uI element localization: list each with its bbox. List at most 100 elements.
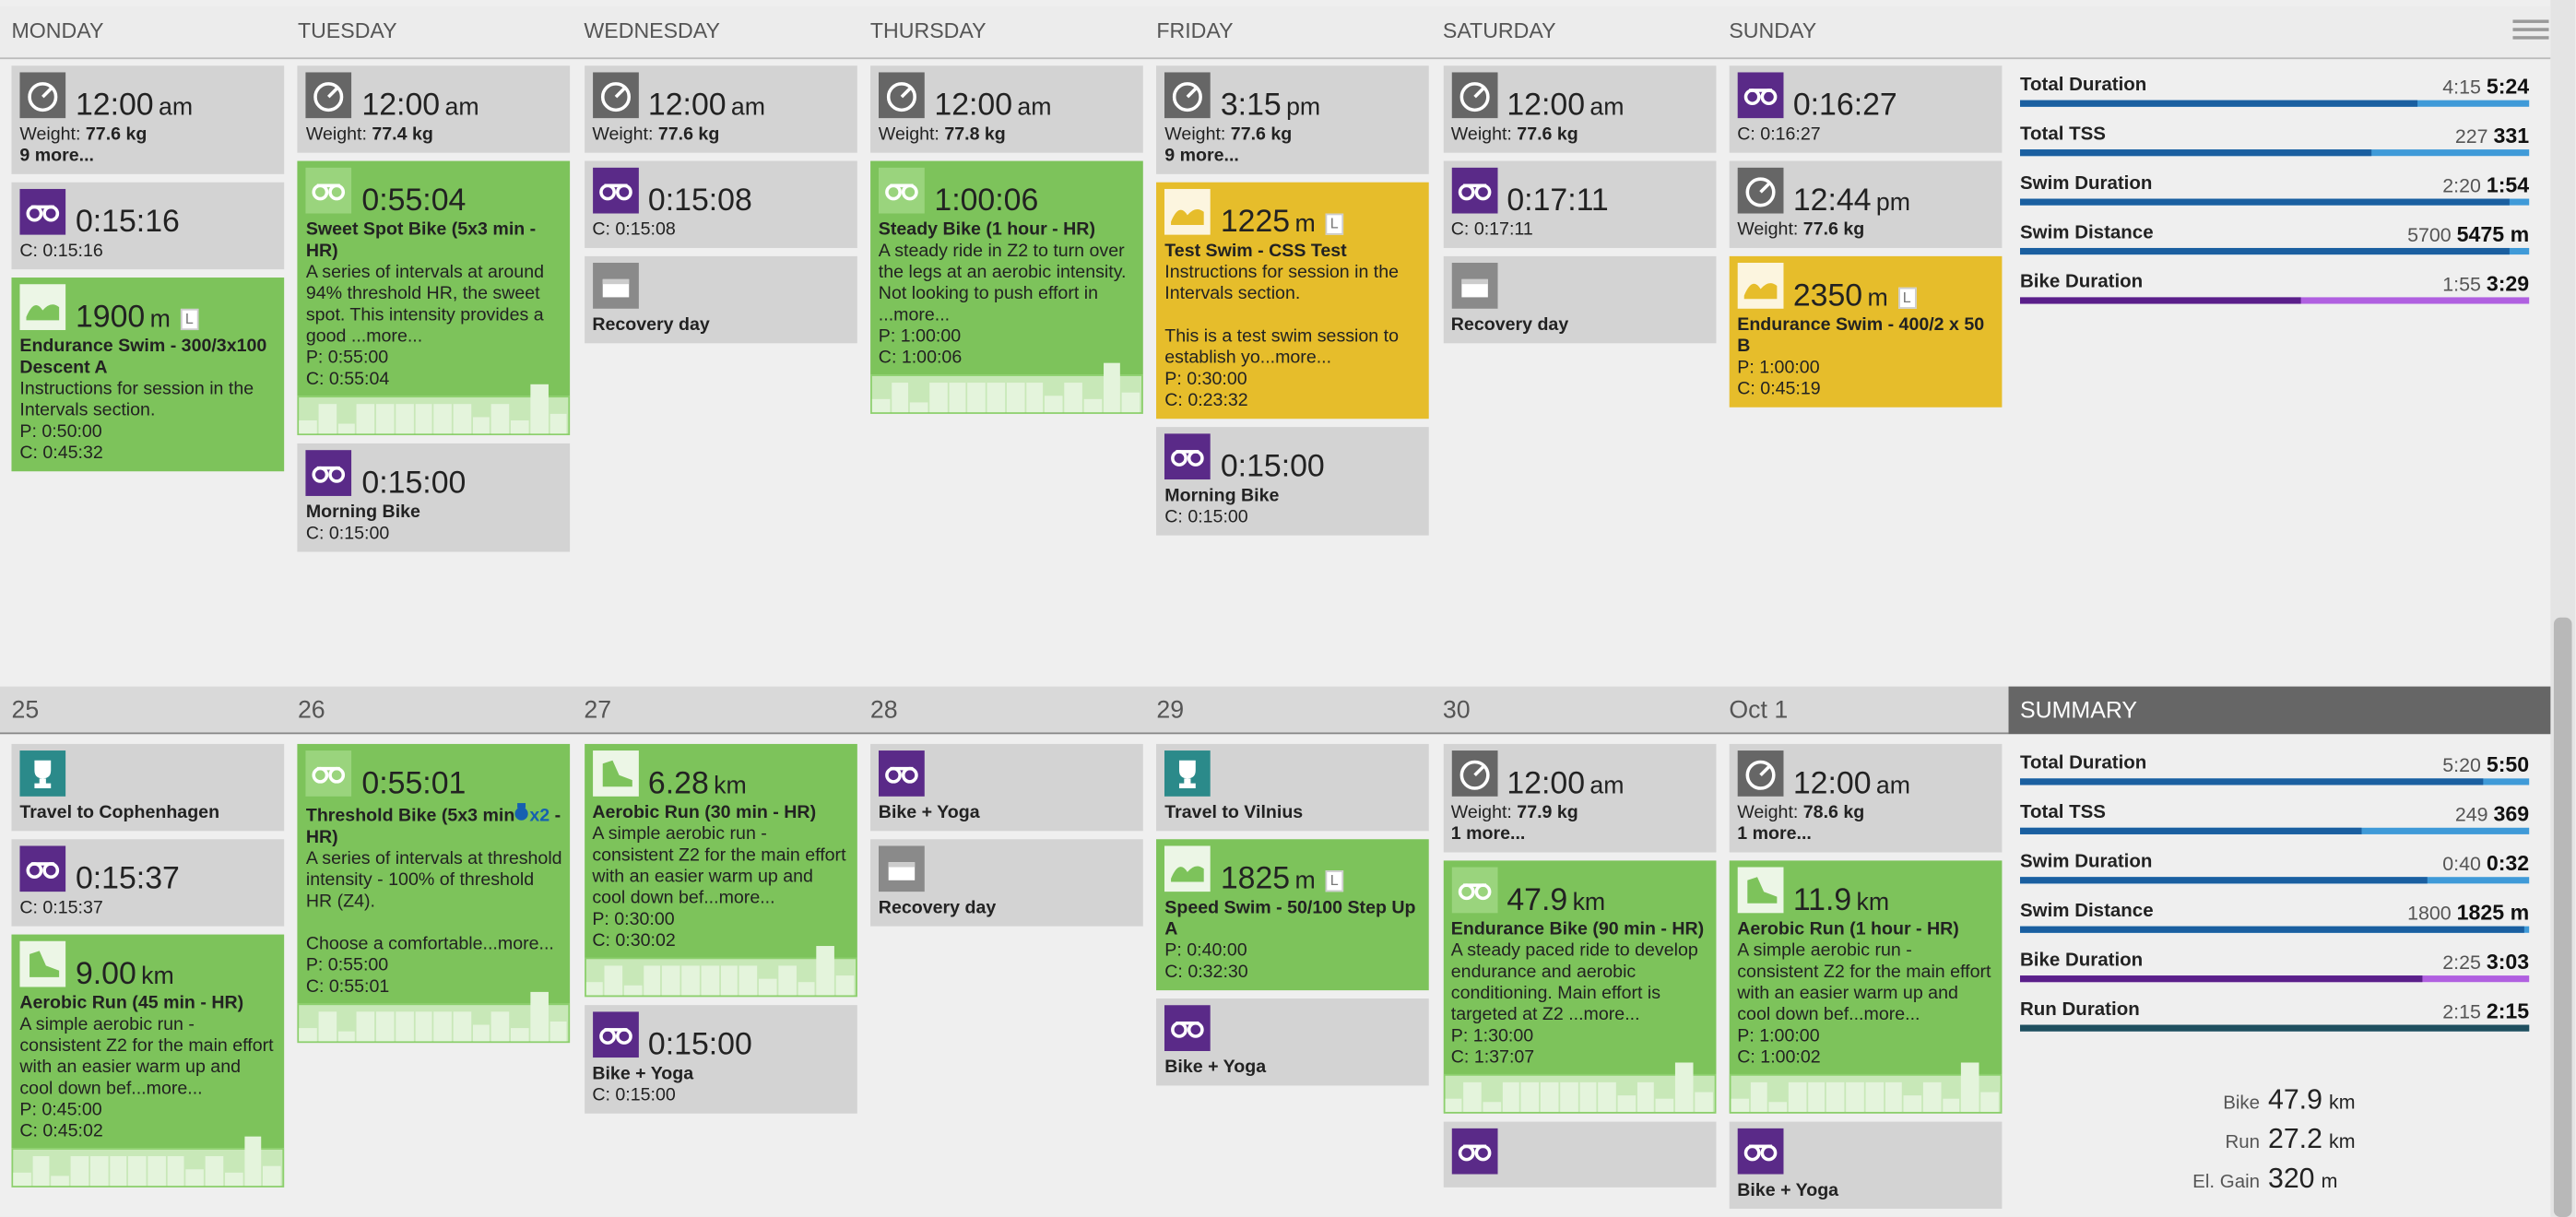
day-column: 12:00 am Weight: 77.6 kg 0:17:11 C: 0:17:11 R…	[1442, 65, 1716, 351]
card-top	[878, 750, 1135, 803]
chart-bar	[1695, 1092, 1713, 1112]
more-link[interactable]: 9 more...	[1164, 146, 1239, 166]
workout-card[interactable]: 12:00 am Weight: 77.8 kg	[869, 65, 1143, 153]
workout-card[interactable]: 2350 m L Endurance Swim - 400/2 x 50 B P: 1:…	[1729, 255, 2003, 408]
more-link[interactable]: 9 more...	[19, 146, 94, 166]
summary-values: 1:55 3:29	[2442, 271, 2529, 296]
workout-card[interactable]: Recovery day	[1442, 255, 1716, 344]
card-title: Aerobic Run (1 hour - HR)	[1737, 920, 1993, 941]
chart-bar	[396, 404, 414, 434]
workout-card[interactable]: 0:55:04 Sweet Spot Bike (5x3 min - HR) A s…	[297, 160, 571, 436]
chart-bar	[186, 1169, 205, 1187]
workout-chart	[11, 1136, 285, 1187]
chart-bar	[530, 384, 549, 434]
planned-value: 4:15	[2442, 75, 2481, 99]
workout-card[interactable]	[1442, 1121, 1716, 1187]
card-top	[1164, 750, 1421, 803]
bike-icon	[1737, 72, 1784, 119]
workout-card[interactable]: Recovery day	[584, 255, 857, 344]
workout-card[interactable]: 0:16:27 C: 0:16:27	[1729, 65, 2003, 153]
workout-card[interactable]: 1:00:06 Steady Bike (1 hour - HR) A steady…	[869, 160, 1143, 414]
bike-icon	[878, 167, 925, 214]
title-text: Endurance Swim - 400/2 x 50 B	[1737, 315, 1985, 357]
workout-card[interactable]: Bike + Yoga	[1156, 998, 1430, 1086]
card-line: P: 1:00:00	[878, 326, 962, 347]
chart-bar	[1846, 1081, 1864, 1112]
workout-card[interactable]: 11.9 km Aerobic Run (1 hour - HR) A simple …	[1729, 860, 2003, 1114]
actual-value: 2:15	[2486, 998, 2530, 1023]
card-line: C: 0:55:01	[305, 976, 390, 998]
card-line: P: 1:00:00	[1737, 358, 1820, 378]
workout-card[interactable]: Recovery day	[869, 839, 1143, 927]
chart-bar	[1103, 362, 1121, 413]
title-text: Recovery day	[592, 315, 710, 336]
card-top: 12:00 am	[19, 72, 276, 124]
workout-card[interactable]: 12:00 am Weight: 78.6 kg 1 more...	[1729, 743, 2003, 853]
menu-icon[interactable]	[2512, 19, 2549, 40]
day-column: 12:00 am Weight: 77.9 kg 1 more... 47.9 km End…	[1442, 743, 1716, 1196]
chart-bar	[299, 1028, 317, 1042]
workout-card[interactable]: 0:15:16 C: 0:15:16	[11, 182, 285, 270]
workout-card[interactable]: 12:00 am Weight: 77.6 kg 9 more...	[11, 65, 285, 174]
chart-bar	[243, 1136, 262, 1187]
workout-card[interactable]: Bike + Yoga	[869, 743, 1143, 832]
chart-bar	[968, 383, 987, 413]
workout-card[interactable]: 12:00 am Weight: 77.6 kg	[584, 65, 857, 153]
workout-card[interactable]: 0:55:01 Threshold Bike (5x3 min x2 - HR) A …	[297, 743, 571, 1044]
workout-card[interactable]: 0:15:08 C: 0:15:08	[584, 160, 857, 248]
progress-track	[2019, 297, 2530, 304]
summary-label: Total Duration	[2019, 75, 2147, 96]
planned-value: 1800	[2407, 901, 2452, 925]
week-header-band	[0, 686, 2009, 735]
workout-card[interactable]: 0:15:00 Bike + Yoga C: 0:15:00	[584, 1005, 857, 1114]
summary-values: 227 331	[2455, 124, 2529, 148]
scroll-thumb[interactable]	[2553, 617, 2572, 1217]
workout-card[interactable]: Travel to Cophenhagen	[11, 743, 285, 832]
workout-card[interactable]: 1825 m L Speed Swim - 50/100 Step Up A P: 0:…	[1156, 839, 1430, 991]
card-title: Bike + Yoga	[1737, 1181, 1993, 1202]
more-link[interactable]: 1 more...	[1450, 824, 1526, 845]
workout-card[interactable]: 0:17:11 C: 0:17:11	[1442, 160, 1716, 248]
card-value: 0:15:08	[647, 183, 752, 219]
card-top	[1737, 1128, 1993, 1181]
weight-line: Weight: 77.6 kg	[19, 124, 276, 146]
workout-card[interactable]: 12:00 am Weight: 77.4 kg	[297, 65, 571, 153]
medal-count: x2	[529, 806, 550, 826]
card-line: P: 0:55:00	[305, 955, 389, 976]
card-value: 11.9	[1792, 883, 1852, 918]
card-top: 0:15:08	[592, 167, 848, 220]
workout-card[interactable]: 0:15:00 Morning Bike C: 0:15:00	[1156, 427, 1430, 536]
card-line: P: 0:40:00	[1164, 940, 1247, 962]
chart-bar	[797, 982, 815, 996]
workout-card[interactable]: 9.00 km Aerobic Run (45 min - HR) A simple …	[11, 934, 285, 1187]
weight-label: Weight:	[1450, 803, 1512, 823]
chart-bar	[1768, 1102, 1787, 1112]
workout-card[interactable]: 1900 m L Endurance Swim - 300/3x100 Descent…	[11, 278, 285, 472]
progress-bar	[2019, 297, 2300, 304]
chart-bar	[1541, 1081, 1559, 1112]
card-line: P: 1:00:00	[1737, 1026, 1820, 1046]
workout-card[interactable]: Travel to Vilnius	[1156, 743, 1430, 832]
workout-card[interactable]: 0:15:00 Morning Bike C: 0:15:00	[297, 443, 571, 552]
card-title: Test Swim - CSS Test	[1164, 242, 1421, 263]
weight-value: 77.6 kg	[1517, 124, 1578, 145]
workout-card[interactable]: 12:00 am Weight: 77.9 kg 1 more...	[1442, 743, 1716, 853]
workout-card[interactable]: 12:00 am Weight: 77.6 kg	[1442, 65, 1716, 153]
workout-card[interactable]: 47.9 km Endurance Bike (90 min - HR) A stea…	[1442, 860, 1716, 1114]
progress-bar	[2019, 198, 2510, 206]
weight-label: Weight:	[1450, 124, 1512, 145]
workout-card[interactable]: 1225 m L Test Swim - CSS Test Instructions f…	[1156, 182, 1430, 419]
workout-card[interactable]: Bike + Yoga	[1729, 1121, 2003, 1210]
day-column: 12:00 am Weight: 77.8 kg 1:00:06 Steady Bike…	[869, 65, 1143, 422]
workout-card[interactable]: 6.28 km Aerobic Run (30 min - HR) A simple …	[584, 743, 857, 998]
workout-card[interactable]: 0:15:37 C: 0:15:37	[11, 839, 285, 927]
chart-bar	[318, 1011, 337, 1042]
workout-chart	[1442, 1062, 1716, 1114]
workout-card[interactable]: 12:44 pm Weight: 77.6 kg	[1729, 160, 2003, 248]
total-value: 320	[2267, 1163, 2315, 1195]
chart-bar	[453, 1011, 471, 1042]
more-link[interactable]: 1 more...	[1737, 824, 1812, 845]
day-label: 25	[11, 696, 40, 725]
card-unit: am	[444, 93, 479, 122]
workout-card[interactable]: 3:15 pm Weight: 77.6 kg 9 more...	[1156, 65, 1430, 174]
